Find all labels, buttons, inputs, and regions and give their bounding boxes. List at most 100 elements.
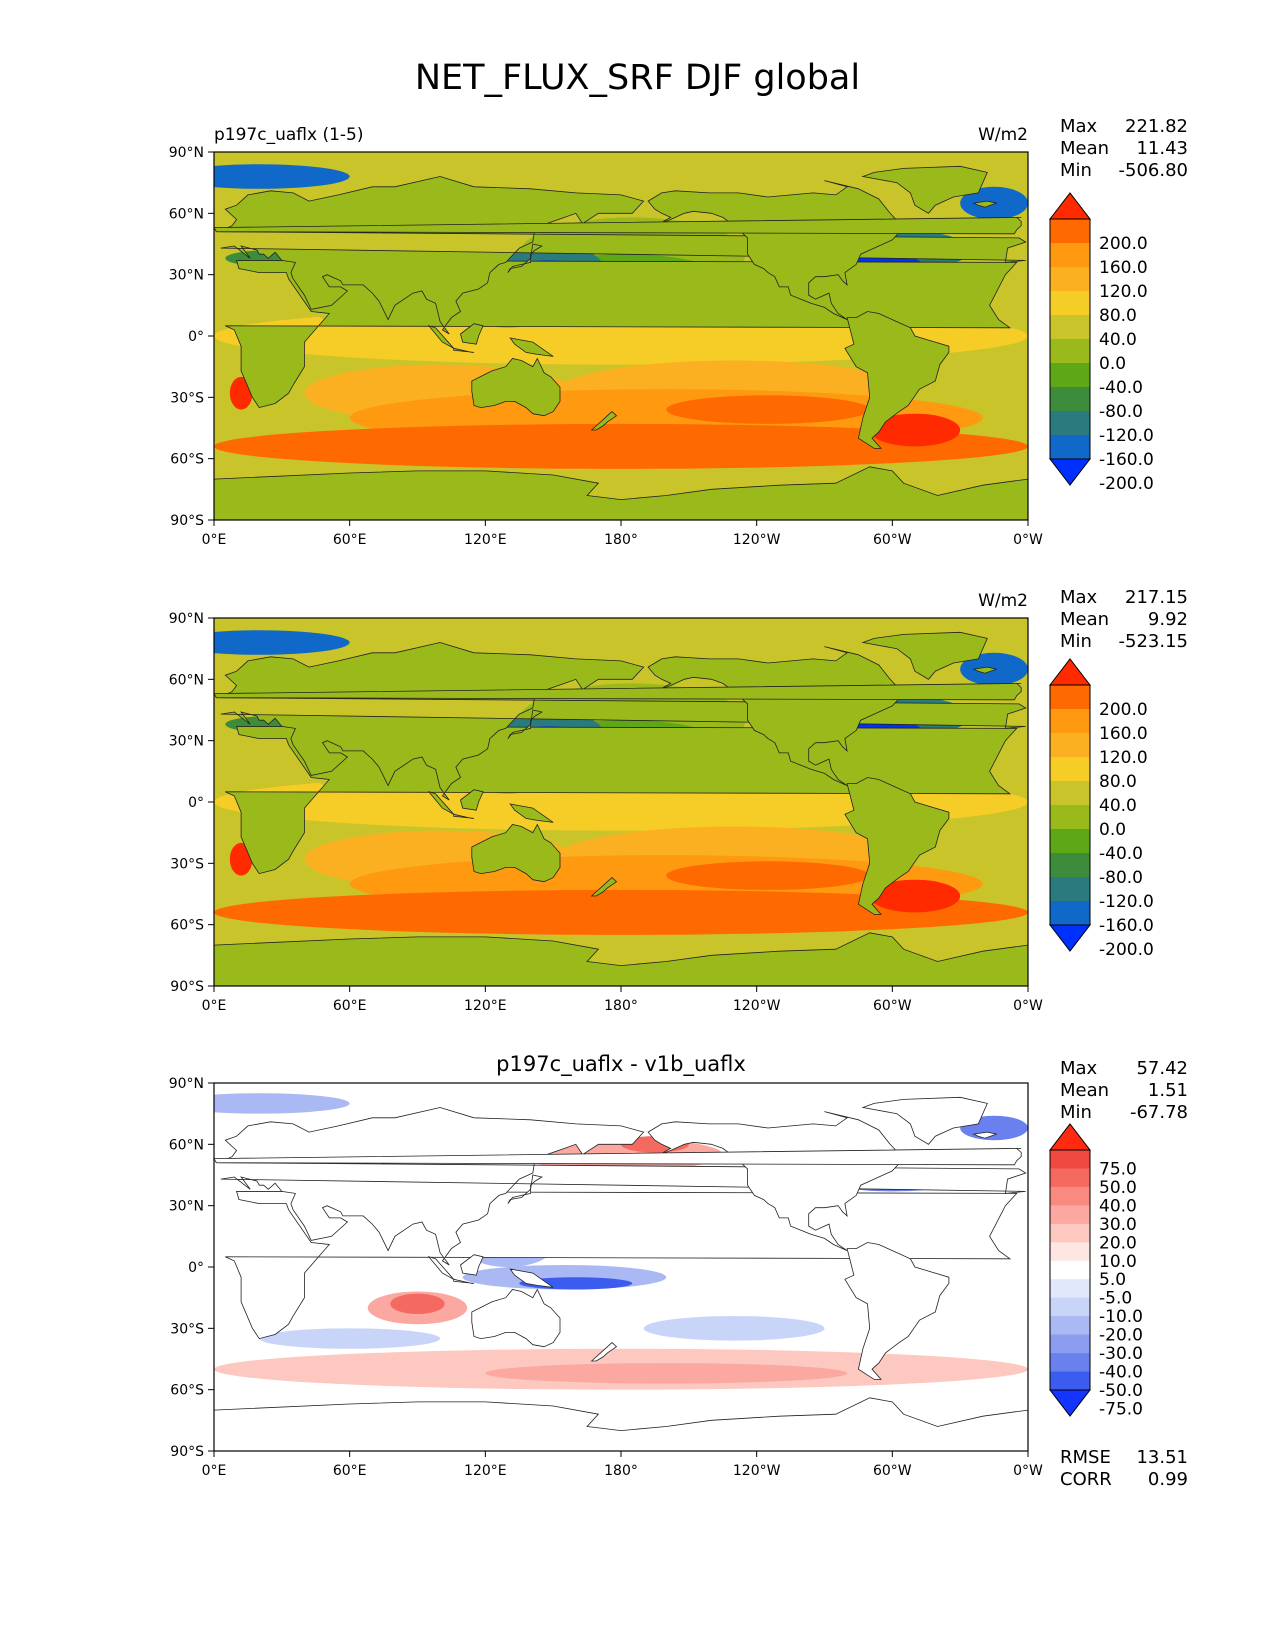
coastline (214, 1397, 1028, 1451)
coastline (861, 1096, 988, 1145)
coastline (647, 180, 905, 320)
field-region (485, 1363, 848, 1384)
lon-tick-label: 120°E (464, 532, 507, 548)
coastline (647, 1111, 905, 1251)
coastline (590, 411, 618, 431)
colorbar-label: 0.0 (1099, 820, 1126, 840)
colorbar-3: 75.050.040.030.020.010.05.0-5.0-10.0-20.… (1048, 1123, 1143, 1419)
colorbar-label: -20.0 (1099, 1326, 1143, 1346)
colorbar-label: 75.0 (1099, 1159, 1137, 1179)
colorbar-label: -50.0 (1099, 1381, 1143, 1401)
coastline (453, 813, 475, 819)
colorbar-label: -120.0 (1099, 426, 1154, 446)
colorbar-segment (1050, 757, 1090, 782)
colorbar-extend-min (1048, 924, 1092, 952)
lat-tick-label: 0° (188, 1260, 204, 1276)
lat-tick-label: 0° (188, 329, 204, 345)
lat-tick-label: 30°S (170, 390, 204, 406)
lat-tick-label: 90°N (169, 1076, 204, 1092)
coastline (471, 1288, 561, 1348)
colorbar-segment (1050, 315, 1090, 340)
colorbar-label: 5.0 (1099, 1270, 1126, 1290)
coastline (225, 725, 1018, 875)
lon-tick-label: 0°W (1013, 1463, 1043, 1479)
colorbar-frame (1049, 1149, 1091, 1391)
colorbar-segment (1050, 1334, 1090, 1354)
coastline (460, 789, 484, 811)
colorbar-label: -160.0 (1099, 450, 1154, 470)
coastline (218, 642, 1027, 801)
colorbar-segment (1050, 853, 1090, 878)
colorbar-frame (1049, 684, 1091, 926)
colorbar-segment (1050, 1223, 1090, 1243)
lon-tick-label: 120°W (733, 532, 781, 548)
colorbar-segment (1050, 877, 1090, 902)
colorbar-label: -10.0 (1099, 1307, 1143, 1327)
lon-tick-label: 180° (604, 998, 638, 1014)
lat-tick-label: 30°S (170, 1321, 204, 1337)
colorbar-segment (1050, 805, 1090, 830)
lat-tick-label: 60°N (169, 1137, 204, 1153)
metrics-panel-3: RMSE 13.51 CORR 0.99 (1060, 1447, 1188, 1490)
lat-tick-label: 30°S (170, 856, 204, 872)
panel-title-center: p197c_uaflx - v1b_uaflx (496, 1052, 746, 1077)
coastline (509, 803, 554, 823)
colorbar-segment (1050, 1297, 1090, 1317)
colorbar-label: -40.0 (1099, 844, 1143, 864)
coastline (972, 200, 998, 208)
field-region (214, 423, 1028, 469)
colorbar-segment (1050, 1186, 1090, 1206)
lat-tick-label: 90°S (170, 979, 204, 995)
lon-tick-label: 180° (604, 532, 638, 548)
map-panel-3: 90°N 60°N 30°N 0° 30°S 60°S 90°S 0°E 60°E 120°E 18… (169, 1052, 1043, 1479)
colorbar-label: 160.0 (1099, 724, 1148, 744)
colorbar-label: 80.0 (1099, 306, 1137, 326)
colorbar-label: 50.0 (1099, 1178, 1137, 1198)
colorbar-label: -40.0 (1099, 378, 1143, 398)
colorbar-segment (1050, 1150, 1090, 1169)
field-region (214, 164, 350, 189)
lat-tick-label: 90°S (170, 513, 204, 529)
colorbar-segment (1050, 901, 1090, 926)
coastline (471, 823, 561, 883)
coastline (214, 683, 1022, 701)
colorbar-extend-max (1048, 658, 1092, 686)
colorbar-segment (1050, 363, 1090, 388)
colorbar-segment (1050, 781, 1090, 806)
coastline (214, 466, 1028, 520)
colorbar-2: 200.0 160.0 120.0 80.0 40.0 0.0 -40.0 -80.0 -120… (1048, 658, 1154, 960)
colorbar-label: 80.0 (1099, 772, 1137, 792)
colorbar-extend-max (1048, 1123, 1092, 1151)
colorbar-label: -120.0 (1099, 892, 1154, 912)
lat-tick-label: 30°N (169, 734, 204, 750)
colorbar-label: 200.0 (1099, 700, 1148, 720)
coastline (844, 1242, 950, 1380)
colorbar-label: 120.0 (1099, 282, 1148, 302)
field-region (214, 889, 1028, 935)
colorbar-extend-min (1048, 1389, 1092, 1417)
colorbar-segment (1050, 1279, 1090, 1299)
stats-panel-3: Max 57.42 Mean 1.51 Min -67.78 (1060, 1058, 1188, 1123)
colorbar-label: 200.0 (1099, 234, 1148, 254)
colorbar-frame (1049, 218, 1091, 460)
stats-panel-1: Max 221.82 Mean 11.43 Min -506.80 (1060, 116, 1188, 181)
coastline (844, 777, 950, 915)
lat-tick-label: 90°N (169, 611, 204, 627)
coastline (647, 646, 905, 786)
lon-tick-label: 120°E (464, 998, 507, 1014)
colorbar-label: 40.0 (1099, 796, 1137, 816)
colorbar-label: -80.0 (1099, 868, 1143, 888)
lat-tick-label: 30°N (169, 268, 204, 284)
colorbar-segment (1050, 685, 1090, 710)
coastline (453, 347, 475, 353)
lon-tick-label: 0°E (202, 1463, 227, 1479)
lon-tick-label: 180° (604, 1463, 638, 1479)
colorbar-segment (1050, 219, 1090, 244)
colorbar-segment (1050, 1371, 1090, 1391)
coastline (844, 311, 950, 449)
colorbar-segment (1050, 387, 1090, 412)
coastline (507, 1174, 543, 1204)
field-layer (214, 618, 1028, 986)
coastline (225, 1190, 1018, 1340)
coastline (590, 877, 618, 897)
